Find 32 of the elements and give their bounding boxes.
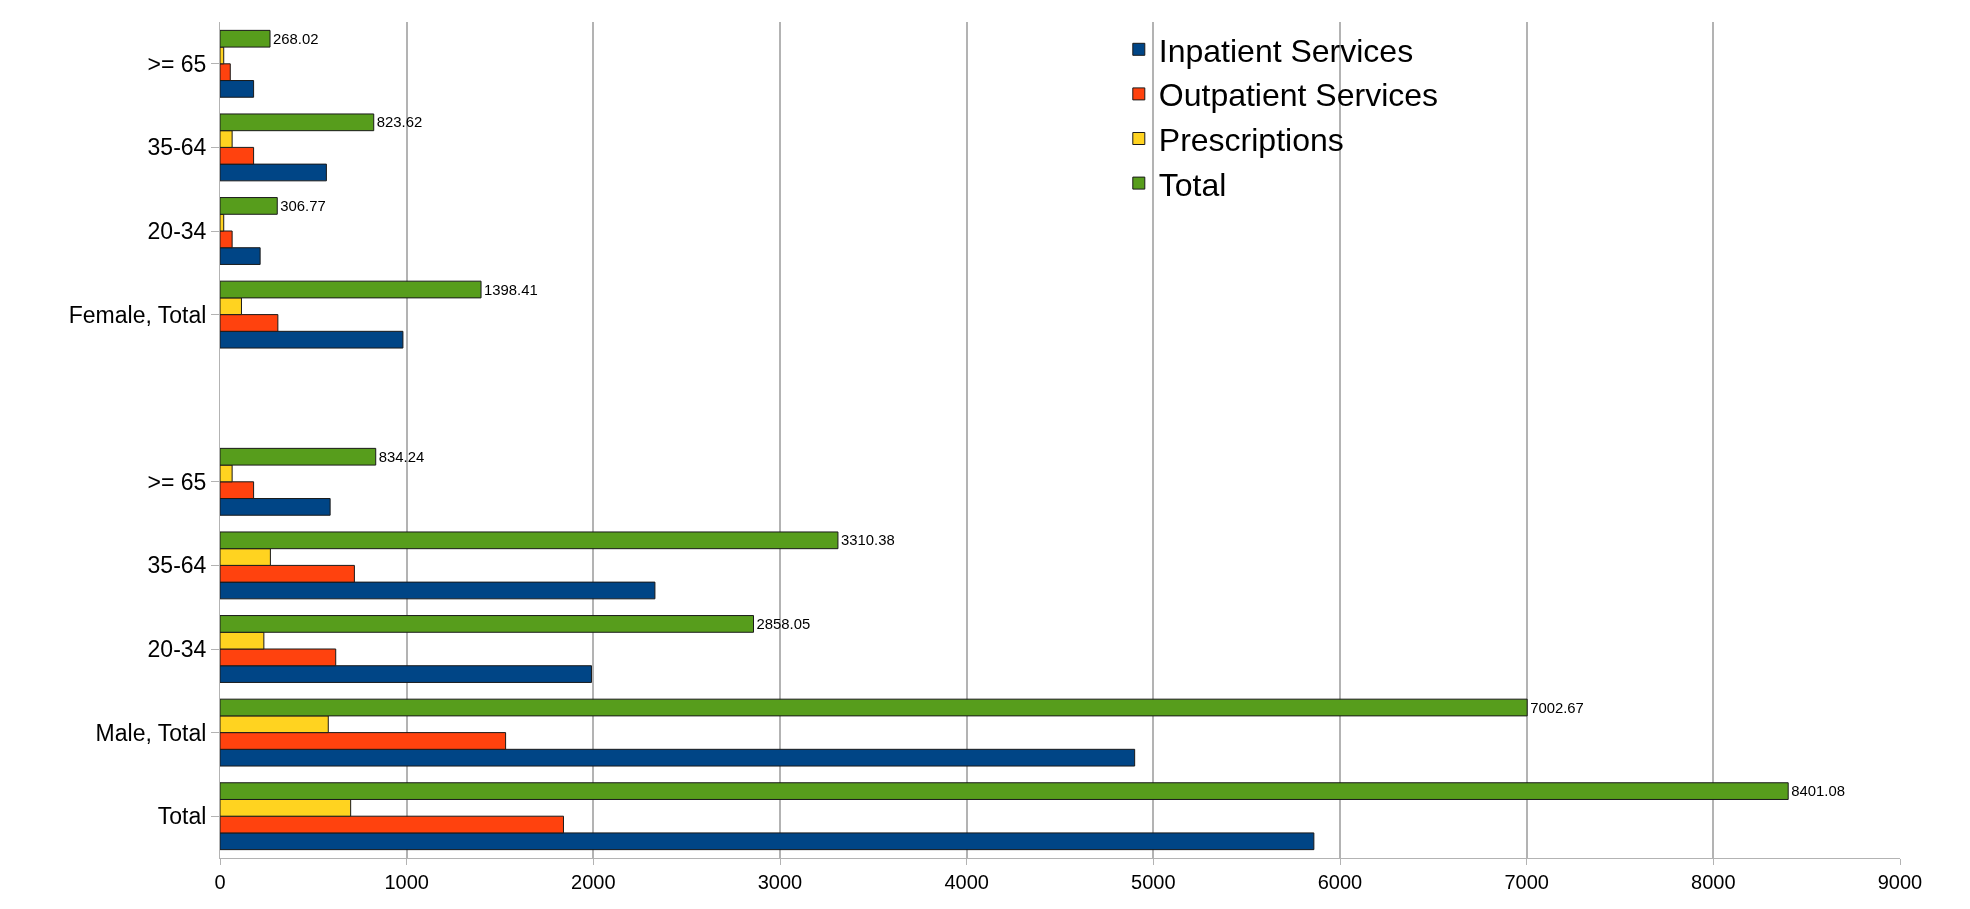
x-tick-label: 4000 xyxy=(944,871,989,893)
data-label: 834.24 xyxy=(378,448,425,465)
data-label: 8401.08 xyxy=(1791,783,1845,800)
data-label: 7002.67 xyxy=(1530,699,1584,716)
x-tick-label: 1000 xyxy=(384,871,429,893)
x-tick-label: 6000 xyxy=(1317,871,1363,893)
x-tick-label: 7000 xyxy=(1504,871,1549,893)
data-label: 823.62 xyxy=(376,114,423,131)
y-tick-label: Total xyxy=(157,803,207,830)
y-tick-label: 20-34 xyxy=(147,218,207,245)
x-tick-label: 2000 xyxy=(571,871,616,893)
legend-label: Outpatient Services xyxy=(1158,77,1439,114)
y-tick-label: Female, Total xyxy=(68,301,207,328)
legend-label: Prescriptions xyxy=(1158,121,1344,158)
y-tick-label: 35-64 xyxy=(147,552,207,579)
x-tick-label: 3000 xyxy=(757,871,803,893)
x-tick-label: 5000 xyxy=(1131,871,1176,893)
data-label: 306.77 xyxy=(280,198,326,215)
data-label: 1398.41 xyxy=(484,281,538,298)
y-tick-label: 20-34 xyxy=(147,636,207,663)
x-tick-label: 0 xyxy=(214,871,226,893)
y-tick-label: 35-64 xyxy=(147,134,207,161)
data-label: 2858.05 xyxy=(756,616,811,633)
data-label: 3310.38 xyxy=(840,532,895,549)
y-tick-label: >= 65 xyxy=(147,468,207,495)
x-tick-label: 8000 xyxy=(1691,871,1736,893)
legend-label: Total xyxy=(1158,166,1227,203)
data-label: 268.02 xyxy=(273,30,319,47)
y-tick-label: Male, Total xyxy=(95,719,207,746)
legend-label: Inpatient Services xyxy=(1158,32,1414,69)
x-tick-label: 9000 xyxy=(1877,871,1923,893)
y-tick-label: >= 65 xyxy=(147,50,207,77)
